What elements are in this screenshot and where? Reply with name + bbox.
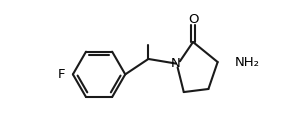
Text: O: O bbox=[188, 13, 199, 26]
Text: N: N bbox=[171, 57, 181, 70]
Text: NH₂: NH₂ bbox=[235, 56, 259, 69]
Text: F: F bbox=[58, 68, 65, 81]
